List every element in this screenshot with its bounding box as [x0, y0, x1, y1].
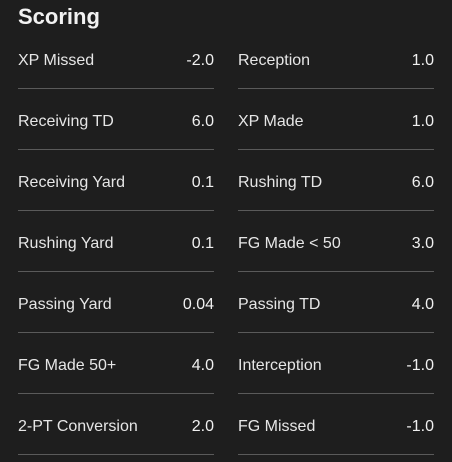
scoring-label: FG Made < 50 [238, 235, 341, 252]
scoring-label: Rushing TD [238, 174, 323, 191]
scoring-label: XP Missed [18, 52, 95, 69]
scoring-value: 3.0 [411, 235, 434, 252]
scoring-item: Rushing Yard 0.1 [18, 217, 214, 272]
scoring-value: 4.0 [411, 296, 434, 313]
scoring-value: 0.04 [182, 296, 214, 313]
scoring-value: 2.0 [191, 418, 214, 435]
scoring-value: -1.0 [406, 357, 434, 374]
scoring-item: 2-PT Conversion 2.0 [18, 400, 214, 455]
scoring-label: Passing TD [238, 296, 321, 313]
scoring-value: 1.0 [411, 52, 434, 69]
scoring-value: 0.1 [191, 235, 214, 252]
scoring-item: XP Made 1.0 [238, 95, 434, 150]
scoring-label: FG Made 50+ [18, 357, 117, 374]
scoring-label: 2-PT Conversion [18, 418, 138, 435]
scoring-item: Reception 1.0 [238, 34, 434, 89]
scoring-value: 0.1 [191, 174, 214, 191]
scoring-item: FG Made < 50 3.0 [238, 217, 434, 272]
scoring-item: FG Made 50+ 4.0 [18, 339, 214, 394]
scoring-label: FG Missed [238, 418, 316, 435]
scoring-label: Rushing Yard [18, 235, 114, 252]
scoring-value: 6.0 [191, 113, 214, 130]
scoring-item: Rushing TD 6.0 [238, 156, 434, 211]
page-title: Scoring [18, 4, 100, 29]
scoring-item: Interception -1.0 [238, 339, 434, 394]
scoring-value: -1.0 [406, 418, 434, 435]
scoring-item: FG Missed -1.0 [238, 400, 434, 455]
scoring-item: Passing TD 4.0 [238, 278, 434, 333]
scoring-value: 6.0 [411, 174, 434, 191]
scoring-item: Receiving TD 6.0 [18, 95, 214, 150]
scoring-item: Passing Yard 0.04 [18, 278, 214, 333]
scoring-label: Receiving TD [18, 113, 114, 130]
scoring-label: Passing Yard [18, 296, 112, 313]
scoring-label: Interception [238, 357, 322, 374]
scoring-value: -2.0 [186, 52, 214, 69]
scoring-label: XP Made [238, 113, 304, 130]
scoring-item: Receiving Yard 0.1 [18, 156, 214, 211]
scoring-value: 1.0 [411, 113, 434, 130]
scoring-value: 4.0 [191, 357, 214, 374]
scoring-item: XP Missed -2.0 [18, 34, 214, 89]
scoring-label: Receiving Yard [18, 174, 126, 191]
scoring-label: Reception [238, 52, 311, 69]
scoring-grid: XP Missed -2.0 Reception 1.0 Receiving T… [18, 34, 434, 461]
